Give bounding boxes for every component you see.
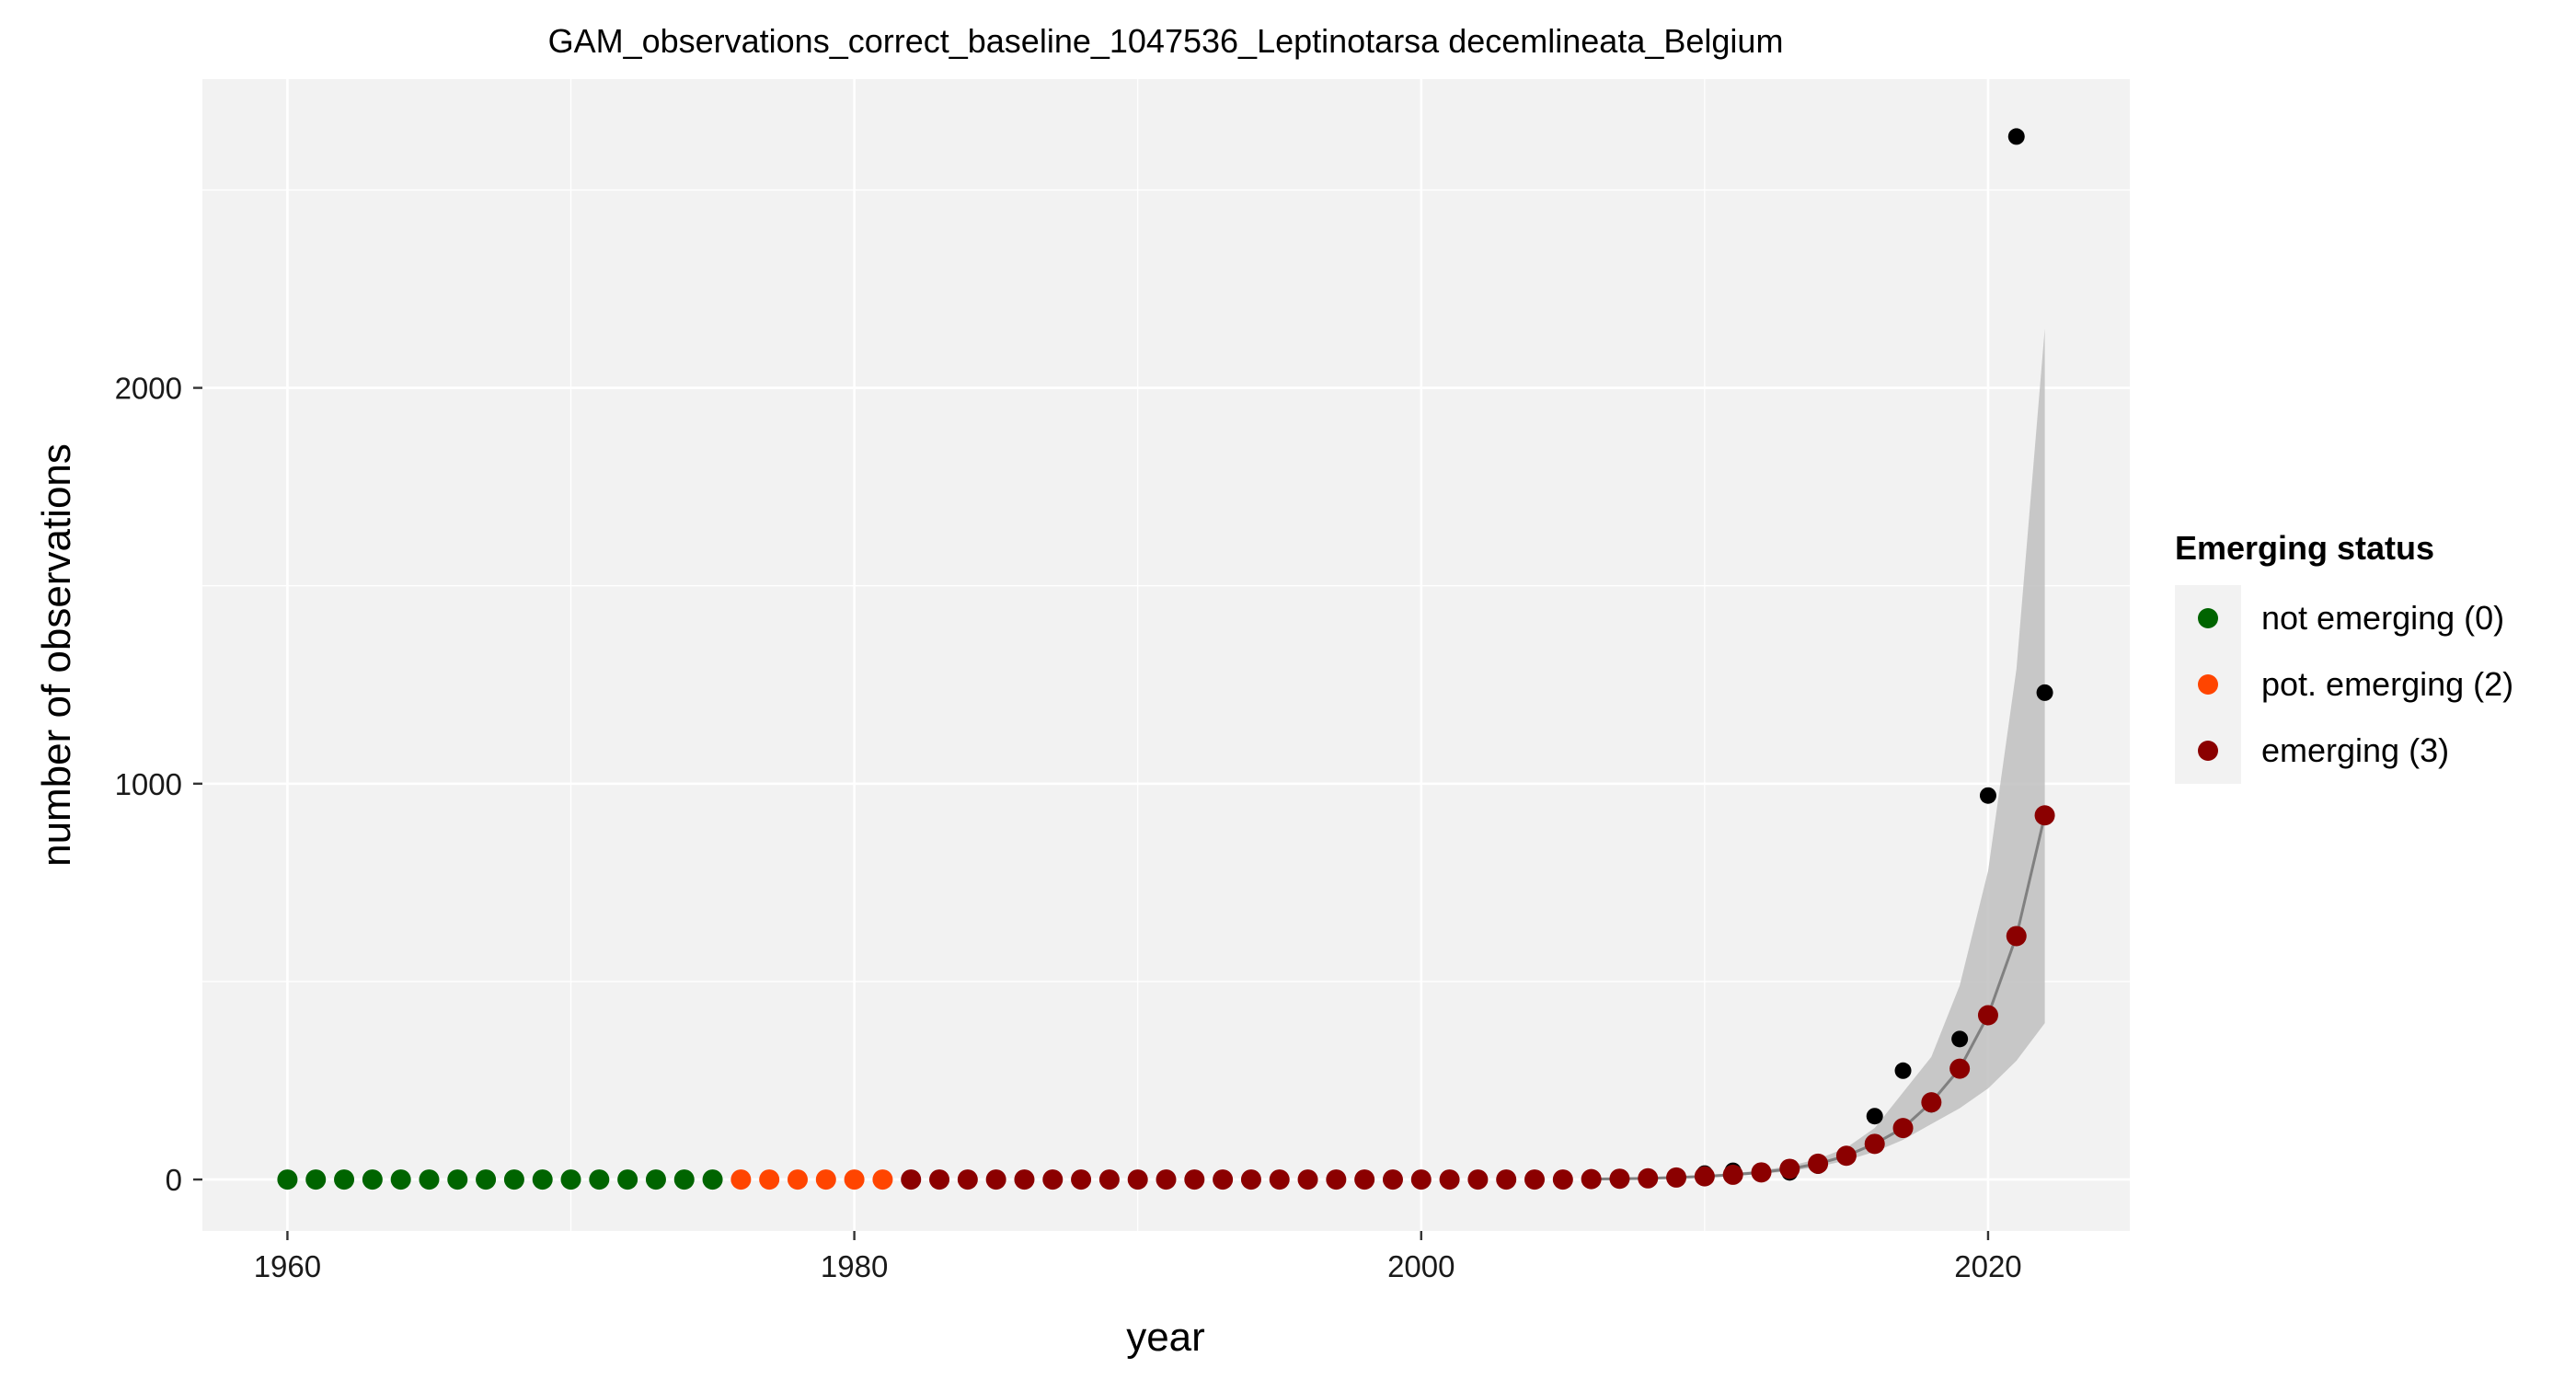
status-point [419,1169,440,1190]
legend-label-pot-emerging: pot. emerging (2) [2261,665,2513,703]
status-point [730,1169,752,1190]
observation-point [1866,1108,1883,1125]
status-point [1921,1092,1942,1113]
x-axis-title: year [1126,1315,1205,1360]
status-point [787,1169,808,1190]
status-point [759,1169,780,1190]
observation-point [2007,128,2025,145]
status-point [929,1169,950,1190]
observation-point [1979,787,1996,804]
status-point [1524,1169,1546,1190]
status-point [1354,1169,1375,1190]
status-point [1014,1169,1035,1190]
status-point [1864,1133,1885,1155]
status-point [1382,1169,1403,1190]
x-tick-label: 1960 [254,1249,321,1283]
status-point [1098,1169,1120,1190]
status-point [1269,1169,1290,1190]
status-point [447,1169,468,1190]
status-point [560,1169,581,1190]
status-point [1977,1005,1998,1026]
x-tick-label: 2020 [1954,1249,2021,1283]
status-point [1326,1169,1347,1190]
status-point [2034,805,2055,826]
status-point [617,1169,638,1190]
x-tick-label: 2000 [1387,1249,1455,1283]
status-point [1808,1153,1829,1174]
status-point [1213,1169,1234,1190]
y-axis-title: number of observations [34,443,79,867]
status-point [1581,1168,1602,1190]
status-point [1467,1169,1489,1190]
status-point [1609,1168,1630,1190]
status-point [901,1169,922,1190]
status-point [305,1169,327,1190]
status-point [589,1169,610,1190]
y-tick-label: 0 [166,1163,182,1197]
status-point [1892,1118,1914,1139]
observation-point [1894,1062,1912,1079]
status-point [1666,1167,1687,1188]
status-point [1410,1169,1432,1190]
status-point [1751,1162,1772,1183]
status-point [957,1169,978,1190]
status-point [702,1169,723,1190]
chart-title: GAM_observations_correct_baseline_104753… [548,22,1784,60]
y-tick-label: 2000 [115,372,182,406]
status-point [673,1169,695,1190]
panel-background [202,79,2130,1231]
status-point [1156,1169,1177,1190]
legend-key-not-emerging [2198,608,2218,628]
status-point [1297,1169,1318,1190]
legend-label-not-emerging: not emerging (0) [2261,599,2504,637]
legend-key-emerging [2198,741,2218,761]
plot-panel [202,79,2130,1231]
status-point [1638,1167,1659,1189]
status-point [815,1169,836,1190]
status-point [1835,1145,1857,1167]
status-point [1496,1169,1517,1190]
legend-label-emerging: emerging (3) [2261,731,2449,769]
status-point [844,1169,865,1190]
status-point [1127,1169,1148,1190]
status-points [277,805,2055,1190]
status-point [334,1169,355,1190]
y-tick-label: 1000 [115,767,182,801]
status-point [503,1169,524,1190]
legend-title: Emerging status [2175,529,2434,567]
status-point [1722,1164,1743,1185]
status-point [1949,1058,1971,1079]
status-point [390,1169,411,1190]
status-point [362,1169,383,1190]
status-point [1439,1169,1460,1190]
x-tick-label: 1980 [821,1249,888,1283]
legend-key-pot-emerging [2198,674,2218,695]
status-point [1071,1169,1092,1190]
status-point [532,1169,553,1190]
axes: 1960 1980 2000 2020 0 1000 2000 [115,372,2022,1283]
legend: Emerging status not emerging (0) pot. em… [2175,529,2513,784]
status-point [872,1169,893,1190]
status-point [1240,1169,1261,1190]
status-point [1694,1166,1715,1187]
observation-point [2036,684,2053,701]
status-point [985,1169,1006,1190]
status-point [645,1169,666,1190]
observation-point [1951,1030,1969,1048]
status-point [277,1169,298,1190]
status-point [1552,1169,1573,1190]
status-point [1779,1158,1800,1179]
status-point [476,1169,497,1190]
status-point [1042,1169,1064,1190]
status-point [1184,1169,1205,1190]
status-point [2006,926,2027,947]
